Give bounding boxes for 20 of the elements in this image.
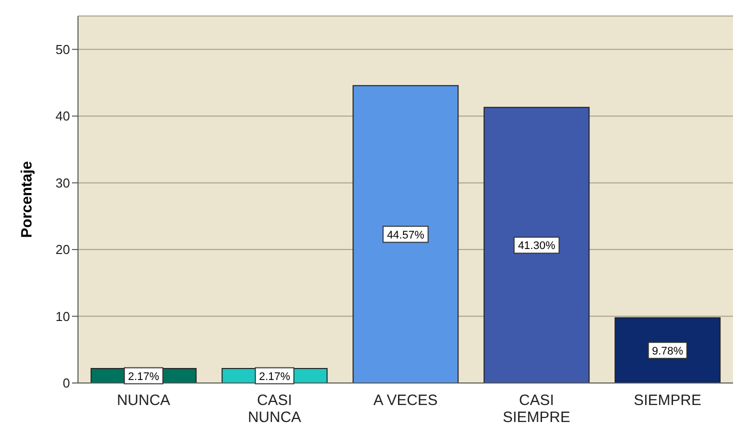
y-tick-label: 40 xyxy=(56,108,70,124)
data-label: 2.17% xyxy=(128,370,160,383)
x-tick-label: SIEMPRE xyxy=(634,392,702,409)
y-tick-label: 50 xyxy=(56,42,70,57)
y-tick-label: 30 xyxy=(56,175,70,190)
data-label: 44.57% xyxy=(386,229,424,242)
y-tick-label: 10 xyxy=(56,308,70,324)
y-tick-label: 0 xyxy=(62,376,70,391)
bar xyxy=(614,317,721,383)
data-label: 2.17% xyxy=(259,370,290,383)
data-label: 41.30% xyxy=(518,240,556,252)
data-label: 9.78% xyxy=(652,345,684,358)
x-tick-label: NUNCA xyxy=(116,392,170,409)
x-tick-label: CASI SIEMPRE xyxy=(502,392,570,426)
x-tick-label: A VECES xyxy=(373,392,438,409)
x-tick-label: CASI NUNCA xyxy=(248,392,302,426)
bar xyxy=(484,106,590,383)
bar xyxy=(352,85,459,383)
y-tick-label: 20 xyxy=(56,242,70,258)
y-axis-title: Porcentaje xyxy=(18,161,36,238)
